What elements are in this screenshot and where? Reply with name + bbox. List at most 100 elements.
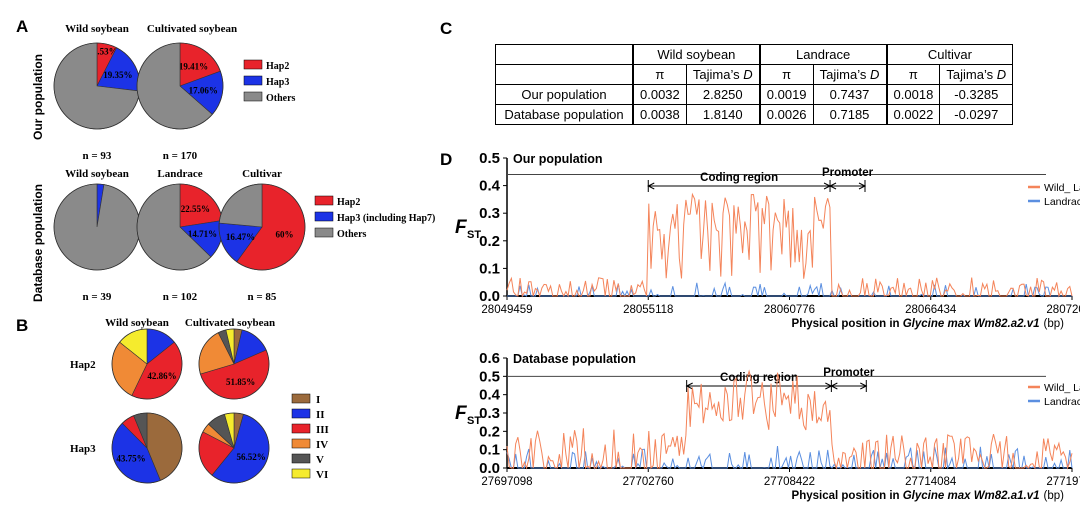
tajima-d: D <box>996 67 1007 82</box>
pie-slice-label: 60% <box>275 229 293 239</box>
table-cell: 0.0032 <box>631 84 687 105</box>
y-tick-label: 0.2 <box>479 423 500 440</box>
table-cell: -0.3285 <box>939 84 1014 105</box>
pie-outline <box>136 42 224 130</box>
x-axis-label: Physical position in Glycine max Wm82.a2… <box>792 318 1065 330</box>
pie-a4-title: Landrace <box>157 168 202 180</box>
pie-slice-others <box>218 183 263 228</box>
pie-slice-others <box>53 183 141 271</box>
panel-b: Wild soybean Cultivated soybean Hap2 Hap… <box>70 317 329 484</box>
pie-a4: 22.55% 14.71% <box>136 183 224 271</box>
legend-b-ii: II <box>316 409 325 421</box>
legend-a-bottom-hap2: Hap2 <box>337 197 360 208</box>
x-axis-label: Physical position in Glycine max Wm82.a1… <box>792 490 1065 502</box>
legend-b-v: V <box>316 454 324 466</box>
arrowhead <box>860 382 868 390</box>
y-tick-label: 0.3 <box>479 405 500 422</box>
table-cell: 2.8250 <box>685 84 761 105</box>
table-cell: 0.0038 <box>631 104 687 125</box>
pie-a3 <box>53 183 141 271</box>
panel-letter-a: A <box>16 17 28 36</box>
panel-letter-c: C <box>440 19 452 38</box>
table-cell: 0.0022 <box>885 104 941 125</box>
table-group-wild: Wild soybean <box>632 44 761 65</box>
promoter-label: Promoter <box>823 367 875 379</box>
y-tick-label: 0.3 <box>479 205 500 222</box>
x-tick-label: 28055118 <box>623 304 673 316</box>
legend-a-bottom-hap2-swatch <box>314 195 334 206</box>
table-row-label: Our population <box>495 84 634 105</box>
x-tick-label: 27697098 <box>481 476 532 488</box>
pie-slice-label: 14.71% <box>188 229 217 239</box>
x-axis-label-prefix: Physical position in <box>792 318 903 330</box>
arrowhead <box>647 182 655 190</box>
legend-a-top-hap2-swatch <box>243 59 263 70</box>
legend-label: Landrace_Cultivar <box>1044 196 1080 208</box>
pie-a1-n: n = 93 <box>83 150 112 162</box>
pie-b-col-wild: Wild soybean <box>105 317 169 329</box>
table-cell: 0.7185 <box>812 104 888 125</box>
coding-region-label: Coding region <box>720 372 798 384</box>
pie-slice-label: 19.35% <box>103 70 132 80</box>
x-axis-label-genome: Glycine max Wm82.a1.v1 <box>903 490 1040 502</box>
tajima-text: Tajima’s <box>946 67 997 82</box>
pie-outline <box>198 328 270 400</box>
y-axis-label-sub: ST <box>467 415 481 427</box>
panel-letter-b: B <box>16 316 28 335</box>
promoter-label: Promoter <box>822 167 874 179</box>
pie-b3: 43.75% <box>111 412 183 484</box>
pie-a5-title: Cultivar <box>242 168 282 180</box>
x-tick-label: 27719746 <box>1046 476 1080 488</box>
y-axis-label: F <box>455 403 468 424</box>
legend-b-i-swatch <box>291 393 311 404</box>
legend-a-top-hap3: Hap3 <box>266 77 289 88</box>
table-sub-pi: π <box>631 64 687 85</box>
table-sub-pi: π <box>885 64 941 85</box>
legend-a-top-others: Others <box>266 93 296 104</box>
pie-slice-label: 43.75% <box>116 454 145 464</box>
pie-a3-n: n = 39 <box>83 291 112 303</box>
x-tick-label: 27702760 <box>623 476 674 488</box>
pie-a5: 60% 16.47% <box>218 183 306 271</box>
pie-outline <box>198 412 270 484</box>
tajima-d: D <box>870 67 880 82</box>
pie-a4-n: n = 102 <box>163 291 198 303</box>
legend-label: Wild_ Landrace <box>1044 382 1080 394</box>
arrowhead <box>828 182 837 190</box>
arrowhead <box>830 382 838 390</box>
pie-slice-label: 16.47% <box>226 232 255 242</box>
pie-a1: 7.53% 19.35% <box>53 42 141 130</box>
pie-b-row-hap2: Hap2 <box>70 359 96 371</box>
pie-b-row-hap3: Hap3 <box>70 443 96 455</box>
pie-slice-label: 19.41% <box>179 62 208 72</box>
plot-title: Our population <box>513 152 603 166</box>
x-axis-label-genome: Glycine max Wm82.a2.v1 <box>903 318 1040 330</box>
y-axis-label-sub: ST <box>467 229 481 241</box>
legend-a-bottom-hap3-swatch <box>314 211 334 222</box>
pie-outline <box>218 183 306 271</box>
fst-plot-database-population: 0.00.1 0.20.30.4 0.50.6 27697098 27702760 277… <box>455 350 1080 502</box>
arrowhead <box>858 182 867 190</box>
table-cell: 0.0026 <box>758 104 814 125</box>
y-tick-label: 0.6 <box>479 350 500 367</box>
pie-slice-label: 56.52% <box>236 452 265 462</box>
pie-b4: 56.52% <box>198 412 270 484</box>
legend-b-vi: VI <box>316 469 328 481</box>
y-tick-label: 0.2 <box>479 233 500 250</box>
series-line-landrace-cultivar <box>507 281 1072 298</box>
pie-slice-label: 7.53% <box>93 47 118 57</box>
table-cell: -0.0297 <box>939 104 1014 125</box>
pie-a2-n: n = 170 <box>163 150 198 162</box>
table-sub-tajima: Tajima’s D <box>685 64 761 85</box>
legend-b-iv: IV <box>316 439 328 451</box>
legend-a-bottom-others-swatch <box>314 227 334 238</box>
legend-a-bottom-hap3: Hap3 (including Hap7) <box>337 213 435 224</box>
tajima-d: D <box>743 67 753 82</box>
table-cell: 0.0018 <box>885 84 941 105</box>
series-line-wild-landrace <box>506 369 1073 470</box>
y-tick-label: 0.0 <box>479 288 500 305</box>
pie-b1: 42.86% <box>111 328 183 400</box>
table-subheader-row: π Tajima’s D π Tajima’s D π Tajima’s D <box>495 64 1014 85</box>
pie-slice-label: 42.86% <box>147 371 176 381</box>
legend-label: Landrace_Cultivar <box>1044 396 1080 408</box>
